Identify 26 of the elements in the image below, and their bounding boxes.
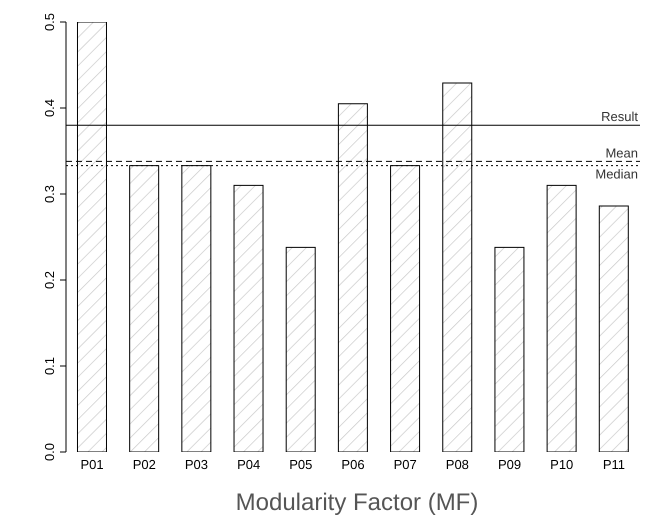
x-tick-label: P03	[184, 457, 208, 472]
x-tick-label: P07	[394, 457, 417, 472]
ref-line-label: Result	[601, 109, 638, 124]
bar	[494, 246, 524, 452]
y-tick-label: 0.1	[42, 356, 57, 376]
bar	[546, 184, 577, 452]
x-tick-label: P06	[341, 457, 365, 472]
x-axis-title: Modularity Factor (MF)	[234, 488, 480, 518]
y-tick-label: 0.3	[42, 184, 57, 204]
x-tick-label: P04	[237, 457, 260, 472]
ref-line-label: Median	[595, 166, 638, 182]
x-tick-label: P09	[498, 457, 522, 472]
bar	[598, 206, 629, 452]
y-tick-label: 0.0	[42, 442, 57, 462]
bar	[234, 184, 264, 452]
x-tick-label: P05	[289, 457, 312, 472]
x-tick-label: P11	[602, 457, 625, 472]
x-tick-label: P10	[550, 457, 574, 472]
x-tick-label: P01	[80, 457, 104, 472]
y-tick-label: 0.2	[42, 270, 57, 290]
bar	[286, 246, 316, 452]
x-tick-label: P08	[446, 457, 469, 472]
y-tick-label: 0.4	[42, 98, 57, 118]
y-tick-label: 0.5	[42, 12, 57, 32]
ref-line-label: Mean	[605, 145, 638, 160]
x-tick-label: P02	[132, 457, 156, 472]
